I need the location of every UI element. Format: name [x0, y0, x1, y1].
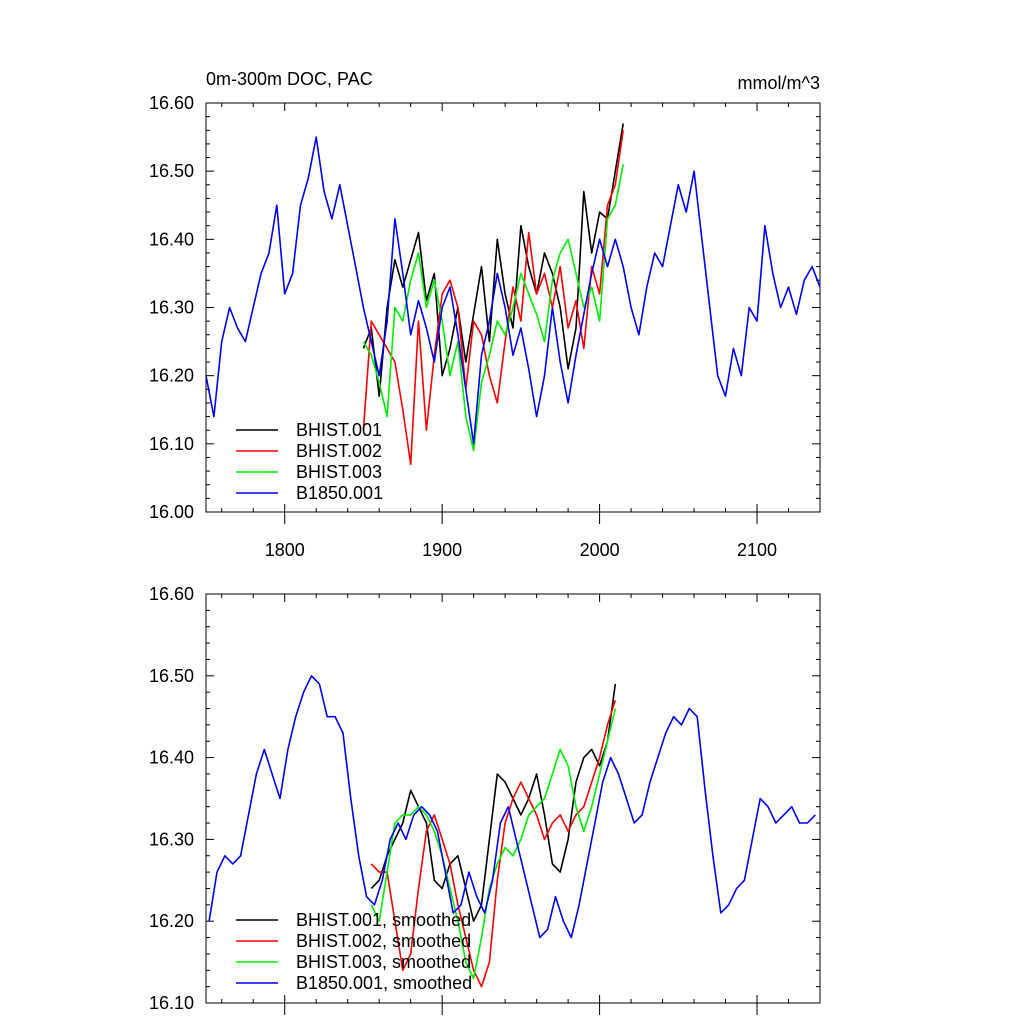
series-line-bhist-001-smoothed [370, 683, 617, 923]
y-tick-label: 16.60 [149, 584, 194, 604]
legend-label: BHIST.002, smoothed [296, 931, 471, 951]
y-tick-label: 16.50 [149, 666, 194, 686]
y-tick-label: 16.60 [149, 93, 194, 113]
y-tick-label: 16.30 [149, 298, 194, 318]
y-tick-label: 16.20 [149, 911, 194, 931]
plot-frame [205, 593, 821, 1004]
y-tick-label: 16.20 [149, 366, 194, 386]
series-line-bhist-002 [362, 130, 624, 466]
legend-label: BHIST.003, smoothed [296, 952, 471, 972]
series-line-bhist-002-smoothed [370, 700, 617, 988]
legend-label: BHIST.001, smoothed [296, 910, 471, 930]
x-tick-label: 1900 [422, 540, 462, 560]
chart-title: 0m-300m DOC, PAC [206, 69, 373, 89]
x-tick-label: 2100 [737, 540, 777, 560]
bottom-panel: 16.10 16.20 16.30 16.40 16.50 16.60 BHIST.001,… [149, 584, 821, 1015]
series-line-bhist-001 [362, 123, 624, 397]
legend-label: BHIST.002 [296, 441, 382, 461]
chart-units: mmol/m^3 [738, 73, 820, 93]
y-tick-label: 16.00 [149, 502, 194, 522]
y-tick-label: 16.40 [149, 748, 194, 768]
legend-label: BHIST.003 [296, 462, 382, 482]
legend-label: BHIST.001 [296, 420, 382, 440]
y-tick-label: 16.40 [149, 229, 194, 249]
y-tick-label: 16.10 [149, 993, 194, 1013]
y-tick-label: 16.30 [149, 829, 194, 849]
series-line-b1850-001 [206, 136, 820, 445]
top-panel: 16.00 16.10 16.20 16.30 16.40 16.50 16.60 1800 1… [149, 69, 821, 560]
legend-label: B1850.001, smoothed [296, 973, 472, 993]
legend-label: B1850.001 [296, 483, 383, 503]
y-tick-label: 16.10 [149, 434, 194, 454]
series-line-b1850-001-smoothed [208, 674, 816, 939]
y-tick-label: 16.50 [149, 161, 194, 181]
x-tick-label: 2000 [580, 540, 620, 560]
x-tick-label: 1800 [265, 540, 305, 560]
